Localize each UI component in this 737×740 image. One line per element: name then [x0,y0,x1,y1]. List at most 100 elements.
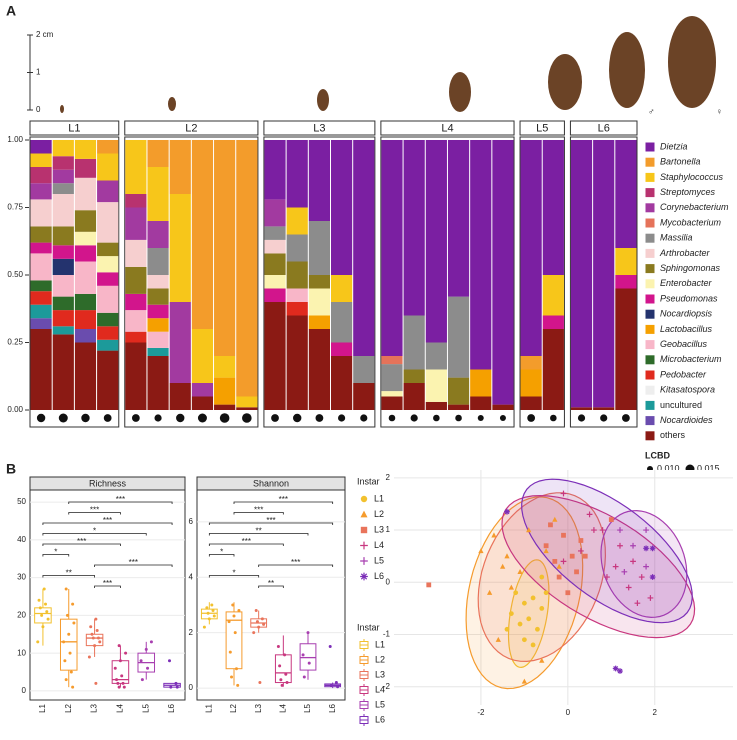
bracket [68,512,121,515]
bar-segment [52,258,74,275]
legend-label: Nocardioides [660,415,713,425]
point [45,610,49,614]
point [211,609,215,613]
bar-segment [97,202,119,243]
sex-label: ♂ [648,106,655,116]
plot-area [394,470,733,705]
lcbd-dot [154,414,162,422]
point [539,605,545,611]
lcbd-dot [499,415,506,421]
bar-segment [30,167,52,184]
bar-segment [52,334,74,410]
bar-segment [169,383,191,410]
legend-label: Mycobacterium [660,217,722,227]
x-tick-label: L5 [141,703,150,712]
bar-segment [615,275,637,289]
facet-strip [124,120,259,136]
y-tick-label: 2 [189,628,194,637]
point [252,631,256,635]
bar-segment [470,369,492,397]
legend-label: Nocardiopsis [660,309,713,319]
point [255,620,259,624]
bar-segment [74,210,97,232]
x-tick-label: L3 [254,703,263,712]
point [149,640,153,644]
insect-icons [60,16,716,113]
bar-segment [615,140,637,248]
point [625,584,632,591]
bar-segment [97,140,119,154]
point [139,659,143,663]
insect [317,89,329,111]
point [517,568,523,574]
point [649,545,656,552]
bar-segment [570,140,593,408]
point [565,590,571,596]
point [517,621,523,627]
bar-segment [125,310,147,332]
y-tick-label: -2 [383,682,391,691]
legend-label: L6 [375,714,385,724]
panel-label: B [6,461,16,477]
significance: * [54,548,57,557]
point [556,574,562,580]
point [44,602,47,606]
legend-label: Sphingomonas [660,263,721,273]
bar-segment [286,315,308,410]
point [168,659,171,663]
bracket [208,533,309,536]
facet-label: L5 [536,122,548,134]
legend-label: Pseudomonas [660,293,718,303]
point [608,517,614,523]
facet-frame [380,136,515,428]
bar-segment [125,293,147,311]
bar-segment [147,331,169,348]
bar-segment [520,396,542,410]
point [233,631,237,635]
bar-segment [52,140,74,157]
point [95,629,99,633]
bracket [68,501,173,504]
bar-segment [331,356,353,410]
bar-segment [425,401,447,410]
point [504,553,510,559]
bracket [258,564,334,567]
bracket [233,501,334,504]
bar-segment [425,369,447,402]
legend-label: L5 [375,699,385,709]
point [38,606,42,610]
x-tick-label: L4 [116,703,125,712]
bar-segment [30,199,52,227]
point [68,651,72,655]
x-tick-label: L1 [38,703,47,712]
legend-label: Kitasatospora [660,385,715,395]
bar-segment [331,140,353,275]
point [64,678,68,682]
point [36,640,40,644]
point [543,590,549,596]
bar-segment [520,356,542,370]
point [37,598,41,602]
significance: *** [116,495,125,504]
bracket [208,543,284,546]
lcbd-dot [388,414,396,422]
point [578,548,584,554]
bracket [42,522,173,525]
bar-segment [470,396,492,410]
x-tick-label: L1 [204,703,213,712]
point [599,527,606,533]
legend-symbol [360,526,368,534]
point [621,568,628,575]
x-tick-label: L6 [167,703,176,712]
bar-segment [308,288,330,316]
point [276,645,280,649]
facet-title: Shannon [253,478,289,488]
y-tick-label: 30 [17,573,26,582]
bar-segment [381,356,403,365]
lcbd-dot [219,413,230,423]
bar-segment [264,239,286,254]
legend-swatch [644,323,656,335]
point [122,685,126,689]
point [117,644,121,648]
legend-label: Arthrobacter [659,248,711,258]
